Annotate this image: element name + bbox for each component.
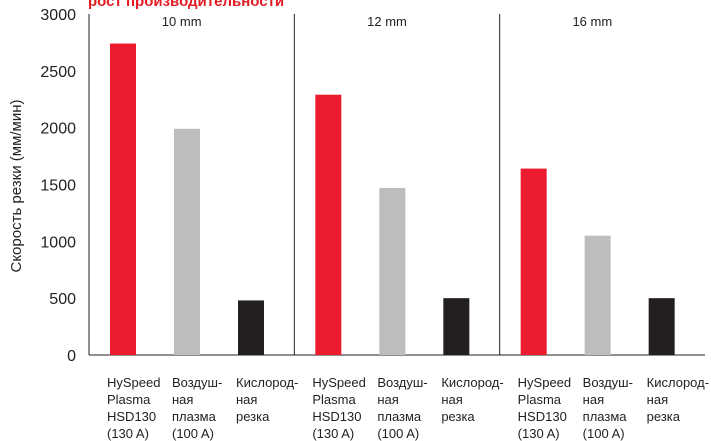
bar xyxy=(110,43,136,355)
category-label-line: ная xyxy=(172,392,193,407)
category-label-line: ная xyxy=(236,392,257,407)
y-tick-label: 1000 xyxy=(40,234,76,251)
category-label-line: плазма xyxy=(377,409,422,424)
group-separators xyxy=(293,14,501,355)
category-label-line: плазма xyxy=(583,409,628,424)
category-label-line: (100 A) xyxy=(583,426,625,441)
group-label: 12 mm xyxy=(367,14,407,29)
category-label-line: резка xyxy=(647,409,681,424)
category-label-line: ная xyxy=(647,392,668,407)
category-label-line: Воздуш- xyxy=(377,375,427,390)
category-label-line: ная xyxy=(377,392,398,407)
category-label-line: (130 A) xyxy=(107,426,149,441)
category-label-line: HSD130 xyxy=(107,409,156,424)
category-label-line: резка xyxy=(441,409,475,424)
category-label-line: плазма xyxy=(172,409,217,424)
category-label-line: Plasma xyxy=(518,392,562,407)
category-label-line: Plasma xyxy=(107,392,151,407)
category-label-line: ная xyxy=(583,392,604,407)
y-tick-label: 2500 xyxy=(40,64,76,81)
bar xyxy=(379,187,406,355)
category-label-line: Plasma xyxy=(312,392,356,407)
y-tick-label: 1500 xyxy=(40,178,76,195)
group-label: 10 mm xyxy=(162,14,202,29)
y-tick-label: 2000 xyxy=(40,121,76,138)
chart-title: рост производительности xyxy=(88,0,284,10)
y-tick-label: 3000 xyxy=(40,7,76,24)
category-label-line: HySpeed xyxy=(312,375,365,390)
category-label-line: (100 A) xyxy=(377,426,419,441)
category-label-line: (130 A) xyxy=(518,426,560,441)
category-labels: HySpeed Plasma HSD130 (130 A) HySpeed Plasma H… xyxy=(107,375,709,441)
category-label-line: резка xyxy=(236,409,270,424)
category-label-line: ная xyxy=(441,392,462,407)
bar xyxy=(520,168,547,355)
y-tick-label: 0 xyxy=(67,348,76,365)
category-label-line: (130 A) xyxy=(312,426,354,441)
bar xyxy=(648,298,675,355)
y-tick-label: 500 xyxy=(49,291,76,308)
group-label: 16 mm xyxy=(572,14,612,29)
category-label-line: Кислород- xyxy=(647,375,709,390)
bar xyxy=(174,128,200,355)
category-label-line: HSD130 xyxy=(518,409,567,424)
category-label-line: HSD130 xyxy=(312,409,361,424)
category-label-line: HySpeed xyxy=(518,375,571,390)
bar xyxy=(238,300,264,355)
bar xyxy=(315,94,342,355)
category-label-line: Кислород- xyxy=(236,375,298,390)
category-label-line: Воздуш- xyxy=(172,375,222,390)
category-label-line: Воздуш- xyxy=(583,375,633,390)
bar xyxy=(443,298,470,355)
category-label-line: (100 A) xyxy=(172,426,214,441)
y-axis-label: Скорость резки (мм/мин) xyxy=(8,99,25,272)
bars xyxy=(110,43,675,355)
bar xyxy=(584,235,611,355)
category-label-line: Кислород- xyxy=(441,375,503,390)
category-label-line: HySpeed xyxy=(107,375,160,390)
group-labels: 10 mm 12 mm 16 mm xyxy=(162,14,612,29)
y-tick-labels: 0 500 1000 1500 2000 2500 3000 xyxy=(40,7,76,365)
